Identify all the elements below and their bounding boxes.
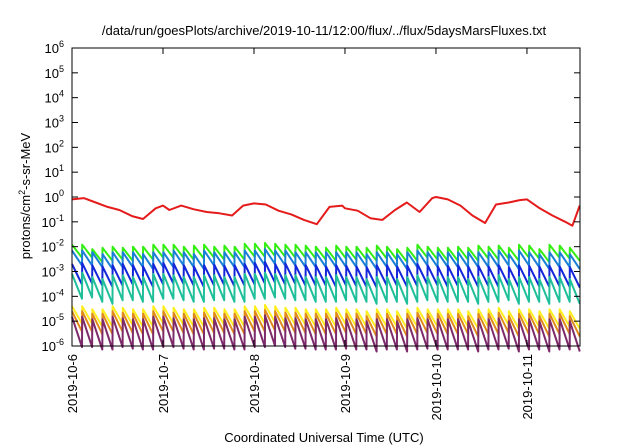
x-tick-label: 2019-10-10 [429,354,444,421]
y-tick-label-base: 10 [45,116,59,131]
y-tick-label-sup: 1 [59,163,64,173]
y-axis-label-rest: -s-sr-MeV [18,132,33,189]
y-tick-label-base: 10 [42,314,56,329]
series-line-3 [71,261,581,289]
y-axis-label-base: protons/cm [18,195,33,259]
series-line-0 [71,196,581,227]
y-tick-label-base: 10 [42,215,56,230]
y-tick-label-sup: 3 [59,114,64,124]
x-tick-label: 2019-10-9 [338,354,353,413]
chart-title: /data/run/goesPlots/archive/2019-10-11/1… [102,23,547,38]
y-tick-label: 10-6 [42,337,64,354]
y-tick-label-base: 10 [45,165,59,180]
y-tick-label-base: 10 [45,91,59,106]
y-tick-label: 106 [45,39,64,56]
y-tick-label: 101 [45,163,64,180]
y-tick-label-base: 10 [42,265,56,280]
y-tick-label: 10-4 [42,287,64,304]
y-tick-label-sup: 0 [59,188,64,198]
y-tick-label-sup: -4 [56,287,64,297]
y-axis-label-sup: 2 [17,190,27,195]
y-tick-label-base: 10 [42,339,56,354]
y-tick-label-sup: -3 [56,263,64,273]
y-tick-label-base: 10 [45,41,59,56]
y-tick-label-sup: -2 [56,238,64,248]
y-axis-label: protons/cm2-s-sr-MeV [17,132,33,259]
y-tick-label-sup: -1 [56,213,64,223]
y-tick-label: 105 [45,64,64,81]
series-line-2 [71,248,581,271]
y-tick-label-base: 10 [45,66,59,81]
y-tick-label: 10-2 [42,238,64,255]
y-tick-label: 10-1 [42,213,64,230]
y-tick-label-sup: 5 [59,64,64,74]
y-tick-label-base: 10 [42,289,56,304]
y-tick-label-sup: -6 [56,337,64,347]
y-tick-label-sup: 4 [59,89,64,99]
x-tick-label: 2019-10-8 [247,354,262,413]
y-tick-label-sup: 6 [59,39,64,49]
x-axis-label: Coordinated Universal Time (UTC) [224,430,423,445]
y-tick-label: 102 [45,138,64,155]
y-tick-label-base: 10 [45,190,59,205]
y-axis: 10-610-510-410-310-210-11001011021031041… [42,39,580,354]
x-axis: 2019-10-6 2019-10-7 2019-10-8 2019-10-9 2019… [65,48,535,421]
y-tick-label: 100 [45,188,64,205]
series-line-7 [71,314,581,353]
y-tick-label: 10-3 [42,263,64,280]
y-tick-label: 104 [45,89,64,106]
x-tick-label: 2019-10-11 [520,354,535,420]
y-tick-label-base: 10 [42,240,56,255]
plot-lines [71,196,581,353]
y-tick-label: 10-5 [42,312,64,329]
y-tick-label-sup: -5 [56,312,64,322]
x-tick-label: 2019-10-6 [65,354,80,413]
y-tick-label: 103 [45,114,64,131]
x-tick-label: 2019-10-7 [156,354,171,413]
series-line-4 [71,271,581,305]
y-tick-label-base: 10 [45,140,59,155]
y-tick-label-sup: 2 [59,138,64,148]
